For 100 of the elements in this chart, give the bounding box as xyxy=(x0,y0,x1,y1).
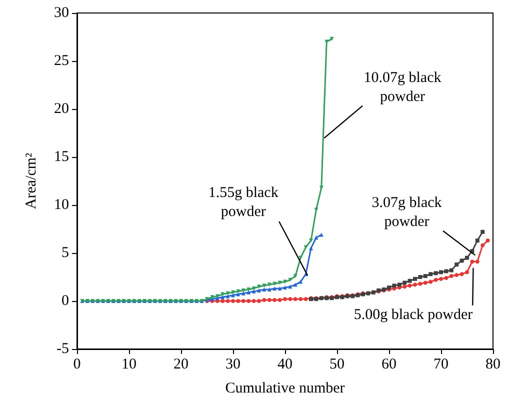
annotation: 3.07g black powder xyxy=(370,194,443,232)
point xyxy=(319,232,324,237)
point xyxy=(449,274,454,278)
point xyxy=(257,299,261,303)
y-tick-label: 15 xyxy=(54,149,69,165)
point xyxy=(231,293,235,298)
point xyxy=(267,298,272,302)
point xyxy=(486,238,490,243)
point xyxy=(257,284,261,289)
point xyxy=(262,298,266,302)
point xyxy=(418,282,422,286)
point xyxy=(262,284,266,288)
annotation: 5.00g black powder xyxy=(352,306,474,325)
point xyxy=(293,297,298,302)
point xyxy=(423,280,428,285)
point xyxy=(236,289,240,294)
point xyxy=(272,286,277,291)
point xyxy=(314,236,318,240)
point xyxy=(267,282,272,287)
x-tick-label: 20 xyxy=(174,356,188,372)
point xyxy=(309,246,313,250)
point xyxy=(439,270,443,274)
point xyxy=(283,297,287,302)
point xyxy=(330,36,334,41)
point xyxy=(236,292,240,296)
point xyxy=(413,276,417,281)
x-tick-label: 50 xyxy=(330,356,344,372)
point xyxy=(309,238,313,243)
point xyxy=(272,298,277,302)
x-tick-label: 60 xyxy=(382,356,396,372)
point xyxy=(408,284,412,288)
point xyxy=(298,297,303,302)
y-axis-title: Area/cm² xyxy=(24,152,40,210)
point xyxy=(402,280,407,285)
point xyxy=(246,287,251,292)
point xyxy=(465,256,469,260)
point xyxy=(283,280,287,284)
point xyxy=(444,276,448,280)
point xyxy=(428,272,433,276)
annotation: 10.07g black powder xyxy=(362,68,442,107)
x-tick-label: 40 xyxy=(278,356,292,372)
point xyxy=(444,269,448,274)
point xyxy=(267,287,272,292)
point xyxy=(413,282,417,287)
point xyxy=(231,290,235,294)
point xyxy=(252,299,256,303)
y-tick-label: 25 xyxy=(54,53,69,69)
y-tick-label: 10 xyxy=(54,197,69,213)
x-tick-label: 70 xyxy=(434,356,448,372)
point xyxy=(288,278,292,282)
point xyxy=(272,282,277,286)
point xyxy=(246,290,251,294)
point xyxy=(475,260,480,264)
point xyxy=(257,288,261,292)
point xyxy=(278,298,282,302)
x-tick-label: 80 xyxy=(486,356,500,372)
point xyxy=(475,238,480,243)
point xyxy=(241,291,246,296)
point xyxy=(460,258,464,263)
point xyxy=(319,186,324,190)
point xyxy=(428,280,433,284)
point xyxy=(397,282,402,287)
point xyxy=(236,299,240,303)
point xyxy=(423,274,428,278)
point xyxy=(304,297,308,302)
point xyxy=(470,260,474,264)
point xyxy=(418,275,422,279)
point xyxy=(304,245,308,250)
point xyxy=(480,230,485,234)
point xyxy=(465,270,469,274)
point xyxy=(434,278,438,282)
y-tick-label: -5 xyxy=(56,341,69,357)
point xyxy=(454,273,459,278)
point xyxy=(246,299,251,303)
x-tick-label: 0 xyxy=(73,356,81,372)
point xyxy=(434,271,438,276)
point xyxy=(288,284,292,289)
point xyxy=(392,284,396,288)
point xyxy=(278,286,282,291)
point xyxy=(439,276,443,281)
point xyxy=(454,262,459,267)
point xyxy=(408,278,412,283)
point xyxy=(226,299,230,303)
y-tick-label: 30 xyxy=(54,5,69,21)
point xyxy=(449,268,454,272)
point xyxy=(288,297,292,302)
point xyxy=(220,299,225,303)
point xyxy=(262,287,266,292)
point xyxy=(231,299,235,303)
x-tick-label: 10 xyxy=(122,356,136,372)
point xyxy=(241,299,246,303)
point xyxy=(298,280,303,284)
point xyxy=(460,272,464,276)
x-tick-label: 30 xyxy=(226,356,240,372)
point xyxy=(293,274,298,278)
y-tick-label: 0 xyxy=(62,293,69,309)
x-axis-title: Cumulative number xyxy=(225,380,345,396)
y-tick-label: 20 xyxy=(54,101,69,117)
y-tick-label: 5 xyxy=(62,245,69,261)
point xyxy=(480,243,485,248)
